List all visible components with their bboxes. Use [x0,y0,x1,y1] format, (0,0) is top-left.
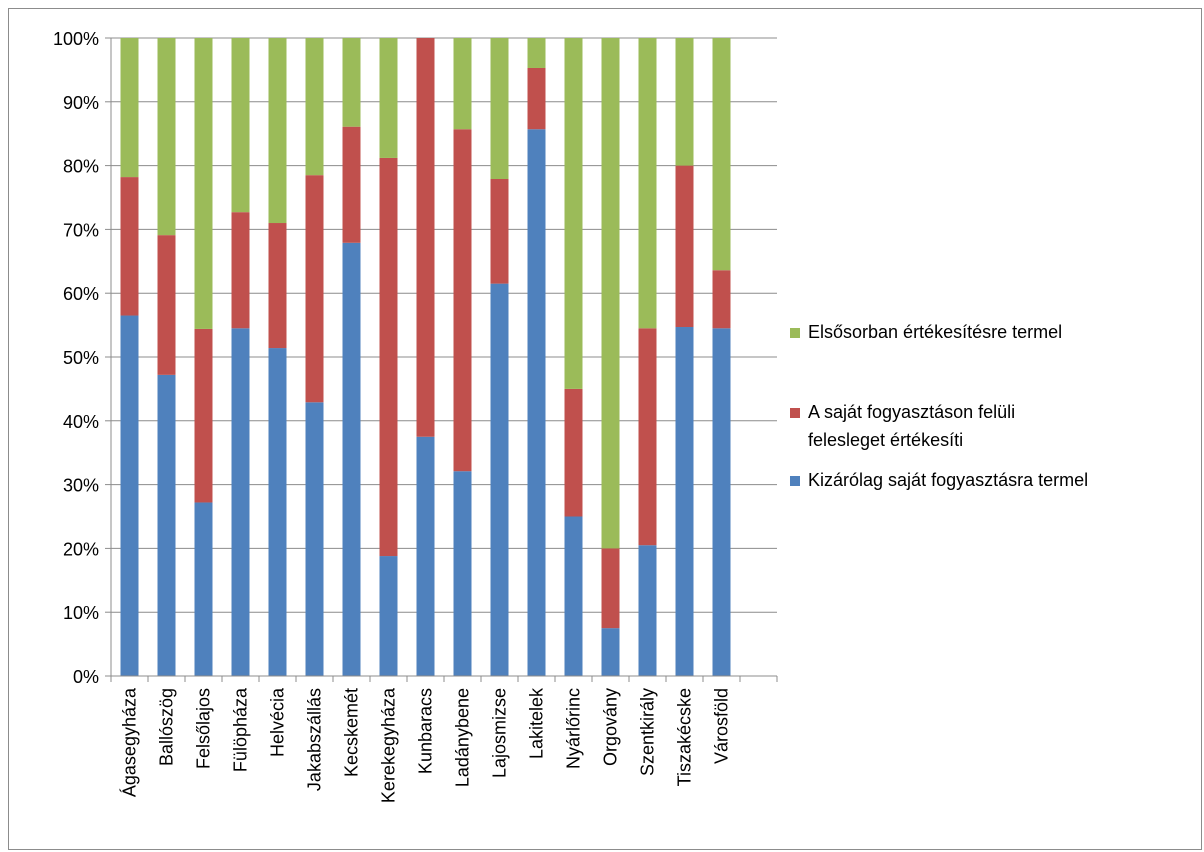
bar-segment [712,38,731,271]
bar-segment [527,129,546,676]
x-tick-label: Ballószög [157,688,177,766]
y-tick-label: 70% [63,220,99,240]
legend-label: Kizárólag saját fogyasztásra termel [808,470,1089,490]
bar-segment [712,270,731,329]
x-tick-label: Nyárlőrinc [564,688,584,769]
bar-segment [675,38,694,166]
x-tick-label: Lajosmizse [490,688,510,778]
bar-segment [564,388,583,517]
x-tick-label: Tiszakécske [675,688,695,786]
y-tick-label: 90% [63,93,99,113]
x-tick-label: Helvécia [268,687,288,757]
bar-segment [305,402,324,676]
legend-item-own-use: Kizárólag saját fogyasztásra termel [790,470,1200,494]
tick-labels: 0% 10% 20% 30% 40% 50% 60% 70% 80% 90% 100% Ágasegy… [53,29,732,803]
x-tick-label: Szentkirály [638,688,658,776]
y-tick-label: 50% [63,348,99,368]
legend-item-surplus: A saját fogyasztáson felüli felesleget é… [790,402,1200,454]
bar-segment [120,177,139,316]
bar-segment [194,328,213,503]
bar-segment [268,348,287,676]
bar-segment [601,628,620,676]
bar-segment [675,165,694,328]
bar-segment [194,38,213,329]
bar-segment [416,38,435,437]
bar-segment [268,38,287,224]
y-tick-label: 100% [53,29,99,49]
bar-segment [490,38,509,179]
y-tick-label: 60% [63,284,99,304]
bar-segment [157,235,176,375]
bar-segment [379,556,398,676]
x-tick-label: Kunbaracs [416,688,436,774]
y-tick-label: 30% [63,476,99,496]
y-tick-label: 20% [63,539,99,559]
bar-segment [342,38,361,127]
y-tick-label: 40% [63,412,99,432]
bar-segment [120,315,139,676]
bar-segment [527,67,546,130]
bar-segment [231,328,250,676]
bar-segment [638,38,657,329]
x-tick-label: Ágasegyháza [120,687,140,797]
legend-swatch-green [790,328,800,338]
bar-segment [231,38,250,213]
bar-segment [305,38,324,176]
bar-segment [342,242,361,676]
bar-segment [416,436,435,676]
bar-segment [305,175,324,403]
bar-segment [453,38,472,130]
legend-label: A saját fogyasztáson felüli felesleget é… [808,402,1016,450]
bar-segment [157,38,176,236]
x-tick-label: Jakabszállás [305,688,325,791]
y-tick-label: 80% [63,157,99,177]
y-tick-label: 0% [73,667,99,687]
bar-segment [342,126,361,243]
bar-segment [157,374,176,676]
x-tick-label: Kerekegyháza [379,687,399,803]
bar-segment [712,328,731,676]
x-tick-label: Felsőlajos [194,688,214,769]
bar-segment [268,223,287,349]
x-tick-label: Fülöpháza [231,687,251,772]
bar-segment [638,328,657,546]
chart-legend: Elsősorban értékesítésre termel A saját … [790,322,1200,494]
bar-segment [564,516,583,676]
bar-segment [601,548,620,629]
legend-label: Elsősorban értékesítésre termel [808,322,1063,342]
bar-segment [194,502,213,676]
gridlines [111,37,777,613]
x-tick-label: Lakitelek [527,687,547,759]
x-tick-label: Városföld [712,688,732,764]
legend-swatch-blue [790,476,800,486]
bar-segment [638,545,657,676]
bar-segment [379,157,398,557]
bar-segment [490,283,509,676]
legend-item-sales: Elsősorban értékesítésre termel [790,322,1200,346]
bar-segment [564,38,583,389]
bar-segment [120,38,139,178]
axes [105,37,778,682]
bar-segment [601,38,620,549]
x-tick-label: Ladánybene [453,688,473,787]
legend-swatch-red [790,408,800,418]
bar-segment [490,178,509,284]
bar-segment [379,38,398,158]
bar-segment [675,327,694,676]
y-tick-label: 10% [63,603,99,623]
x-tick-label: Kecskemét [342,688,362,777]
bar-segment [231,212,250,329]
bar-segment [453,129,472,472]
bar-segment [527,38,546,68]
bar-segment [453,471,472,676]
x-tick-label: Orgovány [601,688,621,766]
bars [120,38,731,676]
